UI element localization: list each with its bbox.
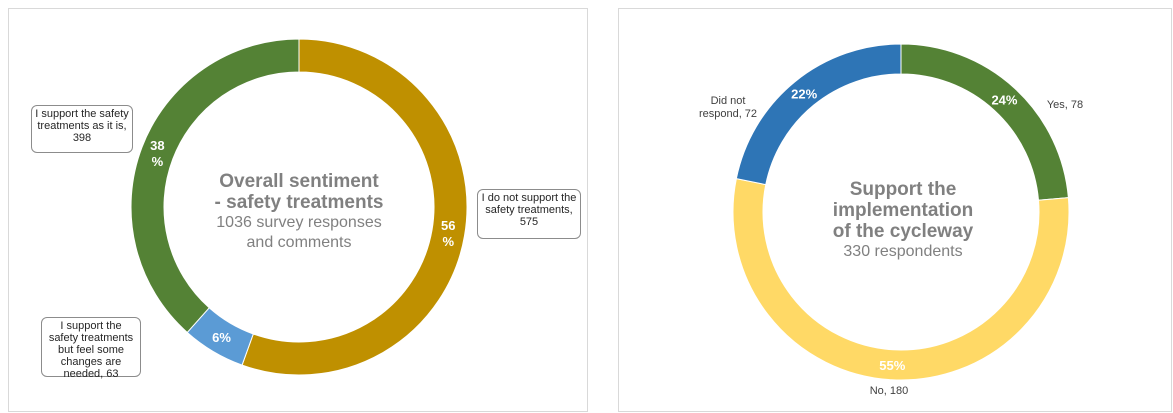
chart-title-line1: Overall sentiment [219,171,379,192]
sentiment-pct-label-0: 56% [441,218,455,249]
cycleway-donut-chart: 24% 55% 22% [732,43,1070,381]
slice-label-yes: Yes, 78 [1046,99,1084,111]
sentiment-pct-label-2: 38% [150,138,164,169]
cycleway-slice-2 [735,43,902,186]
chart-subtitle-line2: and comments [246,234,352,251]
sentiment-center-text: Overall sentiment - safety treatments 10… [199,171,399,253]
chart-title-line2: - safety treatments [214,192,384,213]
cycleway-pct-label-0: 24% [991,92,1017,107]
sentiment-pct-label-1: 6% [212,330,231,345]
slice-callout-support: I support the safety treatments as it is… [31,105,133,153]
cycleway-center-text: Support the implementation of the cyclew… [803,179,1003,262]
chart-title-line3: of the cycleway [832,221,974,242]
chart-title-line2: implementation [832,200,974,221]
sentiment-slice-2 [130,38,300,334]
slice-label-no: No, 180 [869,385,909,397]
slice-callout-support-changes: I support the safety treatments but feel… [41,317,141,380]
sentiment-slice-0 [241,38,468,376]
cycleway-pct-label-2: 22% [791,87,817,102]
cycleway-pct-label-1: 55% [879,358,905,373]
cycleway-slice-1 [732,178,1070,381]
chart-subtitle-line1: 330 respondents [843,243,963,260]
slice-label-did-not-respond: Did not respond, 72 [698,95,758,120]
chart-panel-cycleway: 24% 55% 22% Support the implementation of … [618,8,1172,412]
sentiment-donut-chart: 56 % 6% 38% [130,38,468,376]
slice-callout-not-support: I do not support the safety treatments, … [477,189,581,239]
chart-subtitle-line1: 1036 survey responses [216,214,382,231]
chart-panel-sentiment: 56% 6% 38% Overall sentiment - safety trea… [8,8,588,412]
cycleway-slice-0 [900,43,1069,201]
chart-title-line1: Support the [849,179,957,200]
